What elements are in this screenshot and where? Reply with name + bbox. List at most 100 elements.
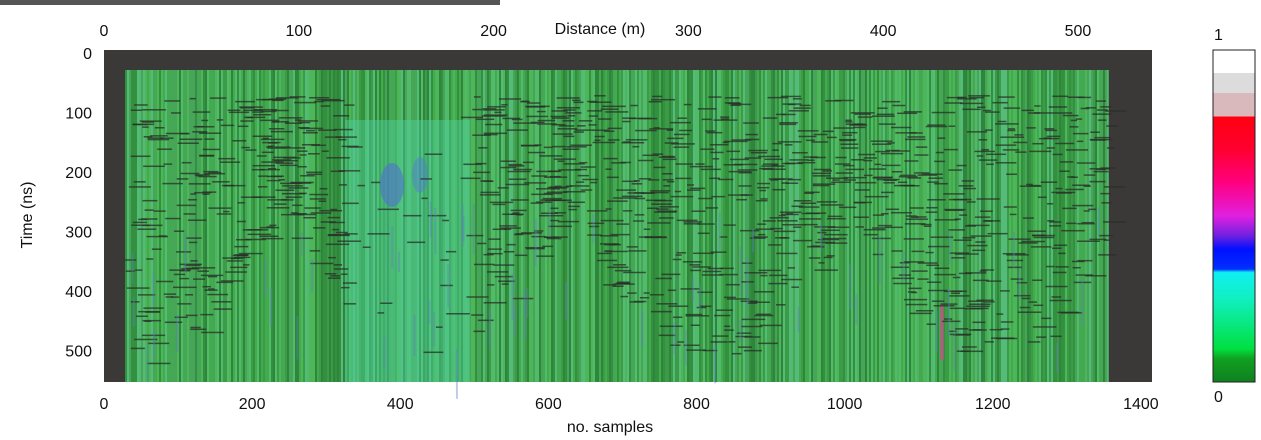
reflector	[494, 275, 513, 278]
trace	[933, 70, 935, 382]
reflector	[204, 138, 215, 140]
reflector	[839, 139, 856, 142]
reflector	[757, 186, 770, 189]
trace	[1021, 70, 1023, 382]
trace	[373, 70, 375, 382]
reflector	[962, 236, 976, 239]
trace	[455, 70, 457, 382]
reflector	[668, 305, 689, 307]
reflector	[943, 148, 959, 151]
trace	[173, 70, 175, 382]
reflector	[826, 136, 837, 139]
trace	[335, 70, 337, 382]
reflector	[259, 235, 279, 238]
reflector	[863, 174, 873, 177]
x2-tick-label: 500	[1065, 23, 1092, 40]
trace	[961, 70, 963, 382]
reflector	[282, 192, 305, 195]
reflector	[677, 117, 687, 119]
reflector	[804, 192, 814, 195]
reflector	[420, 178, 433, 180]
trace	[847, 70, 849, 382]
trace	[709, 70, 711, 382]
reflector	[1072, 266, 1081, 269]
blue-trace	[698, 283, 701, 313]
reflector	[573, 101, 584, 104]
reflector	[1007, 266, 1022, 269]
trace	[717, 70, 719, 382]
reflector	[1053, 244, 1067, 247]
reflector	[781, 113, 796, 116]
reflector	[909, 132, 923, 134]
reflector	[948, 295, 970, 297]
trace	[333, 70, 335, 382]
reflector	[757, 155, 781, 158]
reflector	[839, 206, 857, 209]
reflector	[735, 335, 752, 338]
reflector	[163, 163, 173, 165]
reflector	[1085, 107, 1097, 109]
reflector	[484, 133, 498, 136]
reflector	[237, 254, 249, 257]
reflector	[526, 115, 549, 118]
trace	[1005, 70, 1007, 382]
reflector	[594, 95, 606, 97]
reflector	[502, 117, 521, 120]
reflector	[899, 261, 910, 264]
reflector	[302, 132, 318, 134]
reflector	[864, 195, 889, 198]
reflector	[1080, 107, 1090, 110]
reflector	[792, 98, 802, 100]
trace	[851, 70, 853, 382]
reflector	[558, 220, 580, 223]
reflector	[877, 107, 888, 109]
reflector	[487, 271, 509, 273]
blue-spot	[380, 163, 404, 207]
reflector	[855, 226, 865, 228]
reflector	[200, 313, 214, 316]
reflector	[772, 188, 786, 191]
trace	[991, 70, 993, 382]
reflector	[785, 182, 799, 184]
trace	[587, 70, 589, 382]
blue-trace	[428, 300, 431, 325]
trace	[647, 70, 649, 382]
reflector	[567, 201, 585, 204]
reflector	[236, 238, 252, 241]
trace	[489, 70, 491, 382]
reflector	[769, 274, 788, 277]
reflector	[253, 108, 278, 111]
trace	[533, 70, 535, 382]
x-tick-label: 1200	[975, 396, 1011, 413]
reflector	[460, 116, 484, 119]
reflector	[1028, 112, 1041, 114]
trace	[611, 70, 613, 382]
blue-trace	[300, 232, 303, 256]
reflector	[151, 248, 162, 250]
trace	[249, 70, 251, 382]
reflector	[327, 216, 341, 219]
reflector	[487, 106, 506, 108]
reflector	[1028, 184, 1041, 187]
reflector	[314, 100, 324, 103]
trace	[573, 70, 575, 382]
reflector	[897, 181, 908, 184]
reflector	[562, 120, 575, 122]
reflector	[216, 213, 232, 215]
reflector	[793, 107, 811, 109]
reflector	[605, 208, 612, 210]
reflector	[753, 291, 775, 293]
reflector	[926, 206, 938, 209]
reflector	[483, 132, 507, 135]
reflector	[907, 136, 926, 138]
trace	[419, 70, 421, 382]
reflector	[300, 175, 315, 177]
reflector	[190, 193, 197, 195]
reflector	[344, 233, 358, 235]
reflector	[1077, 96, 1092, 99]
reflector	[817, 238, 840, 241]
reflector	[807, 159, 815, 161]
reflector	[921, 173, 943, 175]
blue-trace	[953, 322, 956, 371]
reflector	[943, 290, 967, 293]
